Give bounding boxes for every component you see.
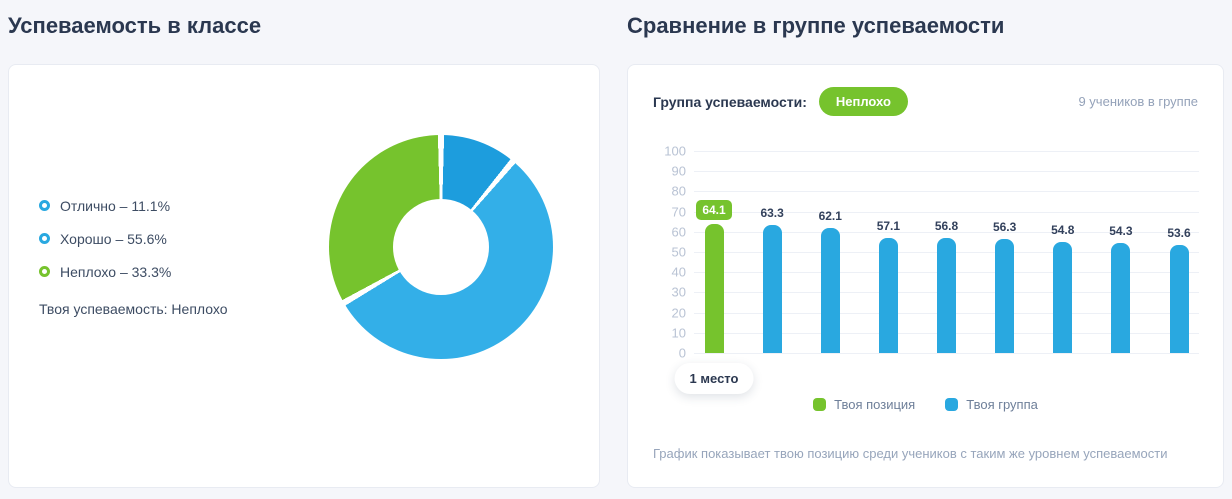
bar-value-label: 56.8	[934, 219, 959, 234]
y-tick-label: 10	[671, 325, 686, 341]
legend-ring-icon	[39, 200, 50, 211]
bar-value-label: 62.1	[818, 208, 842, 223]
class-performance-title: Успеваемость в классе	[8, 13, 262, 38]
pie-legend-item: Отлично – 11.1%	[39, 196, 171, 215]
bar-value-label: 64.1	[696, 199, 732, 220]
bars: 64.1 1 место 63.3 62.1 57.1 56.8 56.3 54.8 54.3 5…	[674, 151, 1199, 394]
group-bar[interactable]	[1053, 242, 1073, 353]
y-tick-label: 0	[678, 345, 686, 361]
bar-column: 56.3	[985, 151, 1025, 353]
pie-legend-label: Хорошо – 55.6%	[60, 230, 167, 247]
rank-badge: 1 место	[674, 363, 754, 394]
class-performance-card: Отлично – 11.1% Хорошо – 55.6% Неплохо –…	[8, 64, 600, 488]
chart-footnote: График показывает твою позицию среди уче…	[653, 446, 1168, 461]
y-tick-label: 30	[671, 284, 686, 300]
group-header: Группа успеваемости: Неплохо 9 учеников …	[653, 87, 1198, 116]
y-tick-label: 90	[671, 163, 686, 179]
y-tick-label: 60	[671, 224, 686, 240]
group-bar[interactable]	[878, 237, 898, 353]
legend-item-your-position: Твоя позиция	[813, 397, 915, 412]
pie-legend-label: Неплохо – 33.3%	[60, 263, 172, 280]
bar-legend-label: Твоя позиция	[834, 397, 916, 412]
group-label: Группа успеваемости:	[653, 93, 807, 110]
legend-ring-icon	[39, 233, 50, 244]
bar-value-label: 54.8	[1051, 223, 1075, 238]
bar-value-label: 56.3	[992, 220, 1017, 235]
bar-value-label: 57.1	[876, 218, 901, 233]
donut-chart[interactable]	[329, 135, 553, 359]
bar-chart: 0 10 20 30 40 50 60 70 80 90 100 64.1 1 место 63.3 62…	[652, 144, 1199, 394]
group-comparison-card: Группа успеваемости: Неплохо 9 учеников …	[627, 64, 1224, 488]
bar-value-label: 53.6	[1167, 225, 1191, 240]
y-tick-label: 20	[671, 305, 686, 321]
legend-ring-icon	[39, 266, 50, 277]
bar-value-label: 54.3	[1109, 224, 1133, 239]
gridline	[694, 211, 1199, 213]
group-bar[interactable]	[937, 238, 956, 353]
bar-legend-swatch	[813, 398, 827, 411]
legend-item-your-group: Твоя группа	[945, 397, 1038, 412]
group-bar[interactable]	[820, 227, 840, 353]
bar-chart-plot: 64.1 1 место 63.3 62.1 57.1 56.8 56.3 54.8 54.3 5…	[674, 151, 1199, 394]
gridline	[694, 231, 1199, 233]
pie-legend-item: Неплохо – 33.3%	[39, 262, 171, 281]
gridline	[694, 171, 1199, 173]
y-tick-label: 70	[671, 204, 686, 220]
bar-column: 64.1 1 место	[674, 151, 754, 394]
gridline	[694, 151, 1199, 152]
y-tick-label: 40	[671, 264, 686, 280]
y-axis: 0 10 20 30 40 50 60 70 80 90 100	[652, 144, 686, 361]
bar-column: 62.1	[810, 151, 850, 353]
your-position-bar[interactable]	[704, 223, 724, 353]
pie-legend-label: Отлично – 11.1%	[60, 197, 171, 214]
y-tick-label: 50	[671, 244, 686, 260]
group-bar[interactable]	[1169, 244, 1189, 353]
y-tick-label: 80	[671, 183, 686, 199]
y-tick-label: 100	[664, 143, 686, 159]
bar-column: 53.6	[1159, 151, 1199, 353]
bar-column: 57.1	[868, 151, 908, 353]
pie-legend-item: Хорошо – 55.6%	[39, 229, 171, 248]
group-bar[interactable]	[995, 239, 1015, 353]
bar-legend-label: Твоя группа	[966, 397, 1038, 412]
performance-note: Твоя успеваемость: Неплохо	[39, 301, 228, 317]
group-bar[interactable]	[762, 225, 782, 353]
bar-chart-legend: Твоя позиция Твоя группа	[628, 397, 1223, 412]
group-count: 9 учеников в группе	[1078, 94, 1198, 109]
gridline	[694, 191, 1199, 193]
bar-column: 54.3	[1101, 151, 1141, 353]
pie-legend: Отлично – 11.1% Хорошо – 55.6% Неплохо –…	[39, 196, 171, 295]
bar-column: 56.8	[927, 151, 967, 353]
group-comparison-title: Сравнение в группе успеваемости	[627, 13, 1005, 38]
bar-value-label: 63.3	[760, 206, 784, 221]
group-bar[interactable]	[1111, 243, 1131, 353]
group-badge: Неплохо	[818, 87, 908, 116]
bar-column: 54.8	[1043, 151, 1083, 353]
bar-legend-swatch	[945, 398, 959, 411]
bar-column: 63.3	[752, 151, 792, 353]
gridline	[694, 353, 1199, 354]
